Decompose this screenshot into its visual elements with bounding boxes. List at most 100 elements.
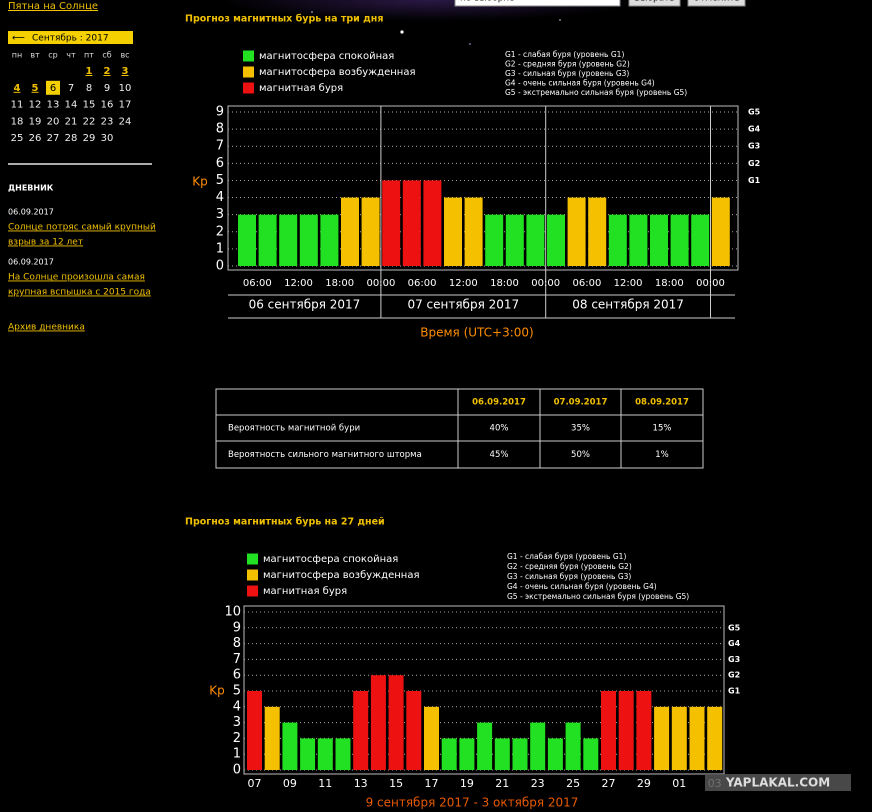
weekday: ср [48, 51, 57, 60]
legend-swatch [247, 585, 258, 597]
bar [485, 214, 504, 266]
button[interactable] [687, 0, 746, 7]
y-tick-label: 4 [216, 190, 224, 205]
storm-level: G3 - сильная буря (уровень G3) [507, 572, 631, 581]
search-input[interactable] [454, 0, 621, 7]
x-tick-label: 07 [248, 777, 262, 790]
day[interactable]: 1 [86, 66, 93, 77]
y-tick-label: 7 [233, 652, 241, 667]
legend-swatch [247, 569, 258, 581]
bar [300, 738, 316, 770]
day: 19 [29, 116, 42, 127]
weekday: сб [102, 51, 111, 60]
bar [671, 706, 687, 770]
bar [583, 738, 599, 770]
legend-label: магнитосфера возбужденная [263, 570, 419, 581]
day[interactable]: 6 [50, 83, 56, 94]
day: 10 [119, 83, 132, 94]
x-tick-label: 12:00 [284, 278, 313, 289]
y-axis-label: Kp [209, 684, 225, 698]
legend-label: магнитосфера возбужденная [259, 67, 415, 78]
button[interactable] [628, 0, 681, 7]
day[interactable]: 4 [14, 83, 21, 94]
day: 22 [83, 116, 96, 127]
storm-level: G4 - очень сильная буря (уровень G4) [507, 582, 657, 591]
x-tick-label: 19 [460, 777, 474, 790]
bar [636, 691, 652, 770]
day-label: 08 сентября 2017 [572, 298, 684, 312]
bar [264, 706, 280, 770]
button-label[interactable]: Выбрать [634, 0, 675, 4]
day: 26 [29, 133, 42, 144]
day: 14 [65, 100, 78, 111]
search-placeholder: по выборке [460, 0, 515, 4]
table-cell: 1% [655, 450, 669, 460]
y-tick-label: 9 [233, 620, 241, 635]
x-tick-label: 13 [354, 777, 368, 790]
calendar-header [8, 31, 133, 44]
bar [567, 197, 586, 266]
bar [618, 691, 634, 770]
y-tick-label: 2 [233, 731, 241, 746]
bar [258, 214, 277, 266]
bar [238, 214, 256, 266]
day-label: 06 сентября 2017 [249, 298, 361, 312]
chart-title: Прогноз магнитных бурь на три дня [185, 14, 383, 25]
selected-day [46, 80, 60, 95]
entry-date: 06.09.2017 [8, 208, 54, 217]
storm-level: G1 - слабая буря (уровень G1) [507, 552, 626, 561]
y-tick-label: 1 [216, 241, 224, 256]
bar [691, 214, 710, 266]
bar [650, 214, 668, 266]
plot-frame [243, 605, 725, 775]
weekday: вт [30, 51, 40, 60]
day: 12 [29, 100, 42, 111]
bar [601, 691, 616, 770]
bar [526, 214, 545, 266]
y2-tick-label: G2 [748, 159, 760, 168]
day: 18 [11, 116, 24, 127]
link[interactable]: Пятна на Солнце [8, 1, 98, 12]
calendar-prev[interactable]: ⟵ [12, 34, 25, 44]
weekday: пт [84, 51, 94, 60]
y-tick-label: 3 [233, 715, 241, 730]
day[interactable]: 3 [122, 66, 129, 77]
storm-level: G4 - очень сильная буря (уровень G4) [505, 79, 655, 88]
y2-tick-label: G4 [728, 639, 741, 648]
entry-link[interactable]: На Солнце произошла самая [8, 273, 145, 283]
day: 29 [83, 133, 96, 144]
y-tick-label: 4 [233, 699, 241, 714]
day: 16 [101, 100, 114, 111]
entry-link[interactable]: крупная вспышка с 2015 года [8, 288, 151, 298]
day: 20 [47, 116, 60, 127]
archive-link[interactable]: Архив дневника [8, 323, 85, 333]
bar [565, 722, 581, 770]
table-header: 07.09.2017 [554, 398, 608, 408]
day: 27 [47, 133, 60, 144]
bar [317, 738, 333, 770]
bar [282, 722, 298, 770]
y-tick-label: 8 [216, 122, 224, 137]
day-label: 07 сентября 2017 [407, 298, 519, 312]
y-tick-label: 3 [216, 207, 224, 222]
plot-frame [227, 105, 739, 271]
star [469, 43, 471, 45]
bar [505, 214, 524, 266]
chart-title: Прогноз магнитных бурь на 27 дней [185, 517, 385, 528]
day[interactable]: 5 [32, 83, 39, 94]
button-label[interactable]: Отменить [693, 0, 740, 4]
y-tick-label: 2 [216, 224, 224, 239]
storm-level: G2 - средняя буря (уровень G2) [505, 60, 630, 69]
y-axis-label: Kp [192, 175, 208, 189]
entry-link[interactable]: взрыв за 12 лет [8, 238, 83, 248]
bar [711, 197, 730, 266]
day[interactable]: 2 [104, 66, 111, 77]
y-tick-label: 1 [233, 747, 241, 762]
bar [464, 197, 483, 266]
entry-link[interactable]: Солнце потряс самый крупный [8, 223, 156, 233]
day: 13 [47, 100, 60, 111]
x-tick-label: 29 [637, 777, 651, 790]
day: 9 [104, 83, 110, 94]
y2-tick-label: G1 [748, 176, 761, 185]
